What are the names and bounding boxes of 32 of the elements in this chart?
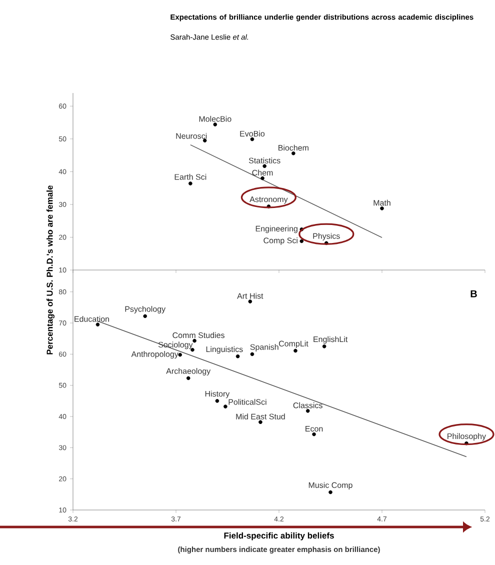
annotation: Earth Sci [174, 174, 206, 180]
annotation: EvoBio [240, 130, 265, 137]
annotation: History [205, 390, 230, 398]
annotation: Biochem [278, 144, 308, 151]
annotation: Spanish [250, 344, 278, 352]
annotation: Psychology [125, 306, 166, 314]
annotation: Astronomy [250, 196, 288, 204]
annotation: Comm Studies [172, 332, 224, 338]
annotation: Neurosci [176, 132, 207, 139]
annotation: B [470, 290, 477, 298]
annotation: CompLit [278, 340, 308, 348]
annotation: Education [74, 316, 109, 322]
annotation: Art Hist [237, 292, 264, 299]
annotation: Engineering [256, 226, 298, 234]
annotation: Music Comp [308, 482, 352, 490]
annotation: Physics [313, 232, 340, 240]
y-axis-title: Percentage of U.S. Ph.D.'s who are female [46, 185, 54, 354]
annotation: Anthropology [131, 351, 178, 359]
annotation: Archaeology [166, 368, 211, 376]
annotation: Statistics [248, 158, 280, 164]
annotation: MolecBio [199, 116, 232, 122]
annotation: EnglishLit [314, 336, 348, 344]
annotation: Classics [293, 402, 322, 408]
annotation: Linguistics [206, 346, 243, 354]
annotation: Math [374, 200, 390, 206]
annotation: Mid East Stud [236, 414, 285, 420]
annotation: Philosophy [448, 433, 486, 441]
annotation: PoliticalSci [228, 398, 266, 405]
x-axis-title: Field-specific ability beliefs [224, 532, 334, 540]
annotation: Chem [252, 170, 273, 176]
annotation: Comp Sci [264, 237, 298, 245]
annotation: Econ [306, 426, 323, 432]
